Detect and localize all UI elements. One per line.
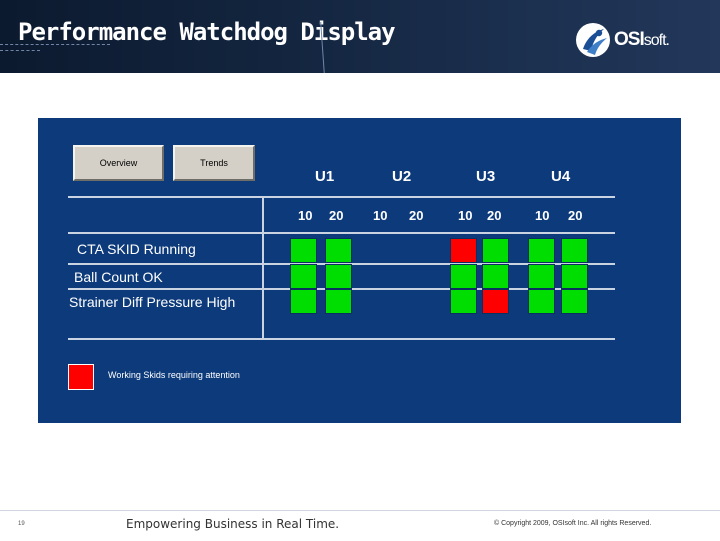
overview-button[interactable]: Overview xyxy=(73,145,164,181)
status-cell-green xyxy=(450,289,477,314)
status-cell-green xyxy=(325,264,352,289)
status-cell-red xyxy=(482,289,509,314)
status-cell-green xyxy=(290,238,317,263)
logo-brand: OSI xyxy=(614,29,645,50)
subunit-header: 20 xyxy=(487,208,502,223)
grid-line xyxy=(68,196,615,198)
status-cell-green xyxy=(528,264,555,289)
subunit-header: 20 xyxy=(409,208,424,223)
page-number: 19 xyxy=(18,521,25,527)
legend-red-swatch xyxy=(68,364,94,390)
status-cell-green xyxy=(528,238,555,263)
status-cell-green xyxy=(290,264,317,289)
row-label-ball-count-ok: Ball Count OK xyxy=(74,269,163,285)
osisoft-logo: OSIsoft. xyxy=(574,20,689,60)
subunit-header: 20 xyxy=(329,208,344,223)
status-cell-green xyxy=(561,289,588,314)
status-cell-green xyxy=(561,264,588,289)
status-cell-green xyxy=(325,289,352,314)
subunit-header: 10 xyxy=(458,208,473,223)
slide-footer: 19 Empowering Business in Real Time. © C… xyxy=(0,510,720,541)
logo-wordmark: OSIsoft. xyxy=(614,29,671,51)
watchdog-panel: Overview Trends U1 U2 U3 U4 10 20 10 20 … xyxy=(38,118,681,423)
logo-brand-suffix: soft xyxy=(643,32,667,49)
unit-header-u1: U1 xyxy=(315,168,335,185)
legend-text: Working Skids requiring attention xyxy=(108,370,240,380)
grid-separator xyxy=(262,198,264,340)
footer-tagline: Empowering Business in Real Time. xyxy=(126,517,340,531)
grid-line xyxy=(68,232,615,234)
subunit-header: 20 xyxy=(568,208,583,223)
status-cell-green xyxy=(482,264,509,289)
subunit-header: 10 xyxy=(373,208,388,223)
unit-header-u2: U2 xyxy=(392,168,412,185)
status-cell-green xyxy=(482,238,509,263)
unit-header-u4: U4 xyxy=(551,168,571,185)
row-label-cta-skid-running: CTA SKID Running xyxy=(77,241,196,257)
trends-button[interactable]: Trends xyxy=(173,145,255,181)
status-cell-green xyxy=(450,264,477,289)
footer-copyright: © Copyright 2009, OSIsoft Inc. All right… xyxy=(494,520,652,527)
logo-trademark: . xyxy=(665,32,671,49)
status-cell-green xyxy=(528,289,555,314)
grid-line xyxy=(68,338,615,340)
subunit-header: 10 xyxy=(298,208,313,223)
slide-header: Performance Watchdog Display OSIsoft. xyxy=(0,0,720,73)
unit-header-u3: U3 xyxy=(476,168,496,185)
slide-title: Performance Watchdog Display xyxy=(18,18,396,46)
status-cell-green xyxy=(290,289,317,314)
row-label-strainer-diff-pressure: Strainer Diff Pressure High xyxy=(69,294,236,310)
status-cell-green xyxy=(325,238,352,263)
subunit-header: 10 xyxy=(535,208,550,223)
decorative-dotted-line xyxy=(0,50,40,51)
status-cell-red xyxy=(450,238,477,263)
decorative-dotted-line xyxy=(0,44,110,45)
status-cell-green xyxy=(561,238,588,263)
osisoft-swirl-icon xyxy=(576,23,610,57)
